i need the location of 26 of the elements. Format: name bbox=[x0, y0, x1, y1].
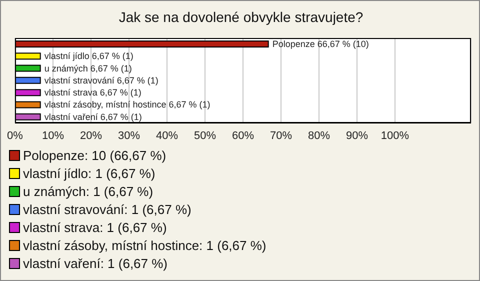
text: vlastní stravování: 1 (6,67 %) bbox=[23, 202, 192, 216]
x-tick-label: 40% bbox=[156, 130, 178, 142]
data-label: vlastní stravování 6,67 % (1) bbox=[44, 75, 158, 86]
x-tick-label: 80% bbox=[308, 130, 330, 142]
x-tick-label: 60% bbox=[232, 130, 254, 142]
x-tick-label: 90% bbox=[346, 130, 368, 142]
x-tick-label: 70% bbox=[270, 130, 292, 142]
text: Polopenze: 10 (66,67 %) bbox=[23, 148, 166, 162]
chart-title: Jak se na dovolené obvykle stravujete? bbox=[118, 9, 364, 25]
text: vlastní zásoby, místní hostince: 1 (6,67 %) bbox=[23, 238, 266, 252]
data-label: Polopenze 66,67 % (10) bbox=[272, 39, 369, 49]
data-label: u známých 6,67 % (1) bbox=[44, 63, 132, 74]
data-label: vlastní strava 6,67 % (1) bbox=[44, 88, 142, 98]
x-tick-label: 20% bbox=[80, 130, 102, 142]
x-tick-label: 30% bbox=[118, 130, 140, 142]
text: vlastní jídlo: 1 (6,67 %) bbox=[23, 166, 156, 180]
data-label: vlastní zásoby, místní hostince 6,67 % (1) bbox=[44, 100, 210, 110]
x-tick-label: 10% bbox=[42, 130, 64, 142]
text: vlastní strava: 1 (6,67 %) bbox=[23, 220, 167, 234]
x-tick-label: 50% bbox=[194, 130, 216, 142]
x-tick-label: 100% bbox=[380, 130, 410, 142]
x-tick-label: 0% bbox=[7, 130, 24, 142]
text: u známých: 1 (6,67 %) bbox=[23, 184, 154, 198]
text: vlastní vaření: 1 (6,67 %) bbox=[23, 256, 168, 270]
data-label: vlastní vaření 6,67 % (1) bbox=[44, 112, 142, 122]
data-label: vlastní jídlo 6,67 % (1) bbox=[44, 51, 134, 62]
